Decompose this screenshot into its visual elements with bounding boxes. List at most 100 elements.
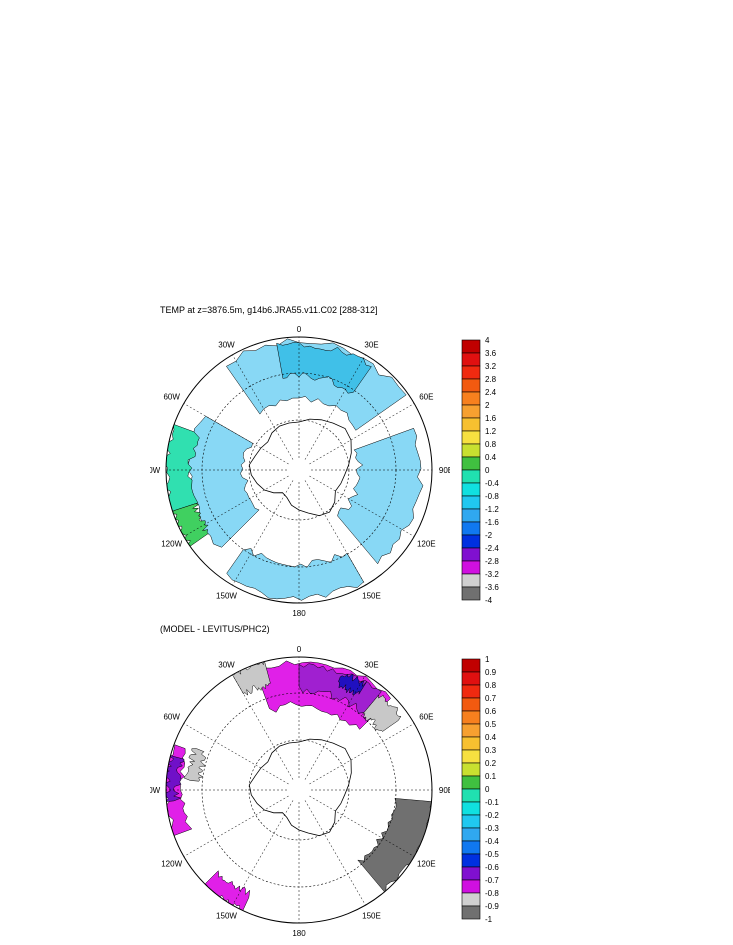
colorbar-2-label: 0.6	[485, 707, 497, 716]
colorbar-1-label: 2.4	[485, 388, 497, 397]
colorbar-2-swatch	[461, 684, 481, 699]
colorbar-1-swatch	[461, 430, 481, 445]
colorbar-2-label: -0.8	[485, 889, 499, 898]
lon-label-60w: 60W	[163, 713, 180, 722]
colorbar-2-label: -0.3	[485, 824, 499, 833]
colorbar-2-label: -0.5	[485, 850, 499, 859]
colorbar-1-swatch	[461, 482, 481, 497]
colorbar-1-swatch	[461, 547, 481, 562]
colorbar-1-label: 0.4	[485, 453, 497, 462]
colorbar-1-label: 2	[485, 401, 490, 410]
lon-label-90e: 90E	[439, 786, 450, 795]
colorbar-2-swatch	[461, 749, 481, 764]
colorbar-1-swatch	[461, 352, 481, 367]
colorbar-2-label: -0.4	[485, 837, 499, 846]
lon-label-180: 180	[292, 929, 306, 938]
colorbar-2-label: 0.2	[485, 759, 497, 768]
diff-region-gray-atlantic	[361, 694, 402, 732]
meridian-line	[309, 723, 415, 785]
colorbar-2-swatch	[461, 801, 481, 816]
colorbar-1-label: -1.6	[485, 518, 499, 527]
colorbar-2-swatch	[461, 814, 481, 829]
lon-label-150e: 150E	[362, 912, 381, 921]
meridian-line	[304, 800, 366, 906]
temp-region-chile-coast	[166, 423, 200, 513]
colorbar-1-swatch	[461, 404, 481, 419]
meridian-line	[304, 480, 366, 586]
colorbar-1-label: -3.6	[485, 583, 499, 592]
latitude-circle	[248, 739, 350, 841]
colorbar-1-label: 3.6	[485, 349, 497, 358]
colorbar-2-label: -0.2	[485, 811, 499, 820]
colorbar-2-swatch	[461, 736, 481, 751]
temp-region-pacific-south	[226, 548, 364, 601]
colorbar-2-label: -0.7	[485, 876, 499, 885]
colorbar-2-label: 1	[485, 655, 490, 664]
colorbar-2-swatch	[461, 710, 481, 725]
meridian-line	[232, 800, 294, 906]
meridian-line	[304, 354, 366, 460]
lon-label-60e: 60E	[419, 713, 433, 722]
colorbar-1-label: 0	[485, 466, 490, 475]
lon-label-30w: 30W	[218, 340, 235, 349]
colorbar-2-label: 0.5	[485, 720, 497, 729]
colorbar-1-swatch	[461, 573, 481, 588]
colorbar-1-swatch	[461, 391, 481, 406]
diff-region-indian-gray	[357, 798, 432, 894]
colorbar-1-label: 1.2	[485, 427, 497, 436]
colorbar-2-swatch	[461, 892, 481, 907]
meridian-line	[183, 475, 289, 537]
colorbar-2-label: -0.1	[485, 798, 499, 807]
colorbar-2-swatch	[461, 840, 481, 855]
colorbar-2-swatch	[461, 775, 481, 790]
panel-2-colorbar: 1 0.9 0.8 0.7 0.6 0.5 0.4 0.3 0.2 0.1 0 -0.1 -0.2 -0.…	[461, 655, 499, 924]
colorbar-2-label: -0.9	[485, 902, 499, 911]
lon-label-150w: 150W	[216, 912, 237, 921]
colorbar-1-swatch	[461, 521, 481, 536]
colorbar-2-label: 0.8	[485, 681, 497, 690]
panel-2-title: (MODEL - LEVITUS/PHC2)	[160, 624, 270, 634]
colorbar-1-swatch	[461, 456, 481, 471]
lon-label-180: 180	[292, 609, 306, 618]
colorbar-2-swatch	[461, 905, 481, 920]
meridian-line	[309, 403, 415, 465]
colorbar-2-swatch	[461, 671, 481, 686]
colorbar-2-label: 0.1	[485, 772, 497, 781]
colorbar-1-swatch	[461, 586, 481, 601]
colorbar-2-swatch	[461, 866, 481, 881]
colorbar-1-label: -2	[485, 531, 493, 540]
lon-label-150e: 150E	[362, 592, 381, 601]
panel-1-title: TEMP at z=3876.5m, g14b6.JRA55.v11.C02 […	[160, 305, 378, 315]
colorbar-1-label: 3.2	[485, 362, 497, 371]
colorbar-2-label: 0.3	[485, 746, 497, 755]
map-boundary	[165, 336, 433, 604]
lon-label-90w: 90W	[150, 786, 161, 795]
colorbar-1-swatch	[461, 365, 481, 380]
colorbar-1-label: 4	[485, 336, 490, 345]
lon-label-120w: 120W	[161, 860, 182, 869]
temp-region-north-atlantic	[276, 342, 372, 394]
lon-label-60e: 60E	[419, 393, 433, 402]
colorbar-2-swatch	[461, 788, 481, 803]
meridian-line	[309, 475, 415, 537]
colorbar-2-label: -1	[485, 915, 493, 924]
colorbar-2-label: -0.6	[485, 863, 499, 872]
panel-2-map: 0 30E 60E 90E 120E 150E 180 150W 120W 90W 60W 30W	[150, 645, 450, 938]
lon-label-120e: 120E	[417, 860, 436, 869]
lon-label-30e: 30E	[364, 340, 378, 349]
meridian-line	[304, 674, 366, 780]
diff-region-blue-spot	[338, 673, 368, 695]
colorbar-2-label: 0.9	[485, 668, 497, 677]
diff-region-gray-strip	[183, 748, 207, 782]
colorbar-1-label: -2.4	[485, 544, 499, 553]
meridian-line	[183, 403, 289, 465]
map-boundary	[165, 656, 433, 924]
colorbar-1-swatch	[461, 495, 481, 510]
lon-label-60w: 60W	[163, 393, 180, 402]
latitude-circle	[248, 419, 350, 521]
lon-label-90w: 90W	[150, 466, 161, 475]
colorbar-1-label: -0.8	[485, 492, 499, 501]
colorbar-2-label: 0	[485, 785, 490, 794]
lon-label-120w: 120W	[161, 540, 182, 549]
meridian-line	[183, 723, 289, 785]
